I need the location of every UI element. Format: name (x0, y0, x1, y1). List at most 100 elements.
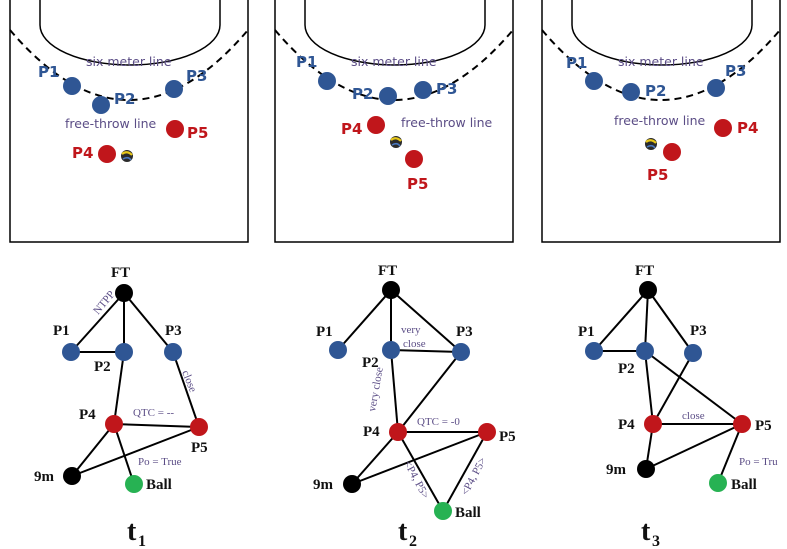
court-border (9, 0, 249, 243)
node-p4-label: P4 (363, 424, 380, 440)
player-p2-label: P2 (114, 90, 135, 108)
player-p3-label: P3 (436, 80, 457, 98)
player-p3-label: P3 (725, 62, 746, 80)
edge-label-close: close (682, 410, 705, 422)
node-ft-label: FT (635, 263, 654, 279)
node-p4 (105, 415, 123, 433)
node-9m-label: 9m (606, 462, 627, 478)
time-label-t1-sub: 1 (138, 533, 146, 549)
six-meter-arc (39, 0, 221, 66)
time-label-t2-main: t (398, 516, 408, 547)
edge-label-p4p5-left: <P4, P5> (401, 459, 431, 501)
free-throw-arc (541, 29, 781, 101)
node-ft (382, 281, 400, 299)
edge-label-very-close-vertical: very close (366, 366, 386, 412)
node-ft-label: FT (378, 263, 397, 279)
time-label-t3-sub: 3 (652, 533, 660, 549)
court-border (274, 0, 514, 243)
player-p4-label: P4 (737, 119, 758, 137)
player-p1-marker (585, 72, 603, 90)
player-p3-marker (414, 81, 432, 99)
node-ball-label: Ball (731, 477, 757, 493)
node-ball-label: Ball (455, 505, 481, 521)
player-p5-marker (166, 120, 184, 138)
player-p1-label: P1 (296, 53, 317, 71)
node-9m-label: 9m (313, 477, 334, 493)
node-p1 (585, 342, 603, 360)
node-9m-label: 9m (34, 469, 55, 485)
node-p3-label: P3 (456, 324, 473, 340)
player-p3-label: P3 (186, 67, 207, 85)
node-9m (63, 467, 81, 485)
node-9m (343, 475, 361, 493)
court-border (541, 0, 781, 243)
edge-label-po: Po = True (138, 456, 182, 468)
player-p5-label: P5 (187, 124, 208, 142)
player-p4-marker (714, 119, 732, 137)
player-p2-label: P2 (352, 85, 373, 103)
six-meter-arc (304, 0, 486, 66)
node-p2-label: P2 (618, 361, 635, 377)
free-throw-line-label: free-throw line (401, 115, 493, 130)
node-ball (709, 474, 727, 492)
player-p2-marker (622, 83, 640, 101)
node-p3-label: P3 (165, 323, 182, 339)
six-meter-arc (571, 0, 753, 66)
edge-label-very: very (401, 324, 421, 336)
graph-t1: FT P1 P2 P3 P4 P5 9m Ball NTPP close QTC… (34, 265, 208, 493)
court-t3: six meter line free-throw line P1 P2 P3 … (541, 0, 781, 243)
node-p4 (644, 415, 662, 433)
court-t2: six meter line free-throw line P1 P2 P3 … (274, 0, 514, 243)
player-p4-label: P4 (341, 120, 362, 138)
free-throw-line-label: free-throw line (614, 113, 706, 128)
time-label-t3-main: t (641, 516, 651, 547)
time-label-t2: t 2 (398, 516, 417, 549)
ball-icon (645, 138, 657, 150)
node-p2-label: P2 (94, 359, 111, 375)
time-label-t3: t 3 (641, 516, 660, 549)
time-label-t2-sub: 2 (409, 533, 417, 549)
player-p3-marker (165, 80, 183, 98)
free-throw-arc (9, 29, 249, 101)
node-p3 (684, 344, 702, 362)
node-p5 (478, 423, 496, 441)
player-p1-marker (63, 77, 81, 95)
free-throw-arc (274, 29, 514, 101)
node-p5 (190, 418, 208, 436)
player-p4-marker (367, 116, 385, 134)
node-p3 (164, 343, 182, 361)
node-p4-label: P4 (79, 407, 96, 423)
node-p3 (452, 343, 470, 361)
time-label-t1: t 1 (127, 516, 146, 549)
node-p3-label: P3 (690, 323, 707, 339)
player-p2-marker (92, 96, 110, 114)
player-p4-marker (98, 145, 116, 163)
player-p1-label: P1 (566, 54, 587, 72)
node-ft-label: FT (111, 265, 130, 281)
node-p1 (329, 341, 347, 359)
node-p5-label: P5 (499, 429, 516, 445)
player-p4-label: P4 (72, 144, 93, 162)
node-ball (125, 475, 143, 493)
court-t1: six meter line free-throw line P1 P2 P3 … (9, 0, 249, 243)
node-ft (115, 284, 133, 302)
player-p5-marker (663, 143, 681, 161)
graph-t3: FT P1 P2 P3 P4 P5 9m Ball close Po = Tru (578, 263, 778, 493)
node-p2-label: P2 (362, 355, 379, 371)
node-p2 (636, 342, 654, 360)
node-p4 (389, 423, 407, 441)
node-p1-label: P1 (316, 324, 333, 340)
node-ball (434, 502, 452, 520)
player-p5-label: P5 (647, 166, 668, 184)
node-p5-label: P5 (755, 418, 772, 434)
node-ft (639, 281, 657, 299)
edge-label-close: close (403, 338, 426, 350)
node-p2 (115, 343, 133, 361)
node-p1-label: P1 (578, 324, 595, 340)
player-p5-marker (405, 150, 423, 168)
node-p5-label: P5 (191, 440, 208, 456)
time-label-t1-main: t (127, 516, 137, 547)
node-ball-label: Ball (146, 477, 172, 493)
node-p1-label: P1 (53, 323, 70, 339)
